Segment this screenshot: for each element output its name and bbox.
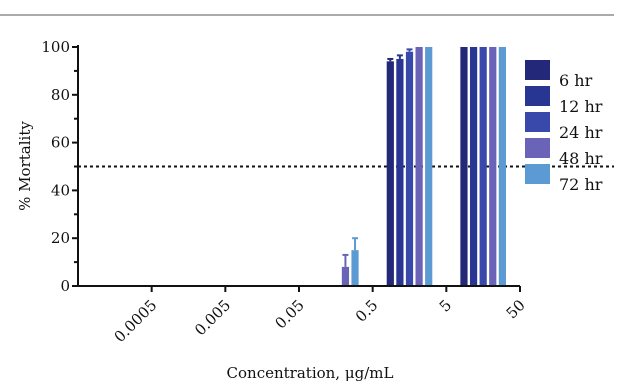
x-tick-label-50: 50	[503, 296, 529, 322]
legend: 6 hr 12 hr 24 hr 48 hr 72 hr	[525, 60, 603, 194]
legend-swatch-48hr	[525, 138, 550, 158]
legend-swatch-72hr	[525, 164, 550, 184]
bar-12hr-5	[396, 58, 404, 287]
y-tick-label-20: 20	[51, 229, 70, 247]
bar-72hr-0.5	[351, 250, 359, 286]
bar-12hr-50	[469, 47, 478, 286]
x-axis-title: Concentration, μg/mL	[227, 364, 394, 382]
x-tick-label-0.05: 0.05	[271, 296, 307, 332]
bar-48hr-0.5	[341, 266, 350, 286]
legend-label-48hr: 48 hr	[559, 149, 603, 168]
legend-label-12hr: 12 hr	[559, 97, 603, 116]
legend-label-72hr: 72 hr	[559, 175, 603, 194]
bar-72hr-50	[498, 47, 506, 286]
y-tick-label-0: 0	[60, 277, 70, 295]
bar-48hr-5	[415, 47, 423, 286]
legend-label-24hr: 24 hr	[559, 123, 603, 142]
bar-24hr-50	[479, 47, 487, 286]
legend-swatch-6hr	[525, 60, 550, 80]
legend-label-6hr: 6 hr	[559, 71, 593, 90]
x-tick-label-0.005: 0.005	[191, 296, 234, 339]
bar-48hr-50	[489, 47, 497, 286]
y-tick-label-100: 100	[41, 38, 70, 56]
legend-swatch-24hr	[525, 112, 550, 132]
bar-6hr-5	[386, 61, 394, 287]
y-axis-title: % Mortality	[16, 121, 34, 211]
y-tick-label-80: 80	[51, 86, 70, 104]
bar-72hr-5	[425, 47, 433, 286]
bar-24hr-5	[405, 51, 414, 286]
x-tick-label-5: 5	[436, 296, 455, 315]
x-tick-label-0.5: 0.5	[352, 296, 382, 326]
y-tick-label-60: 60	[51, 134, 70, 152]
x-tick-label-0.0005: 0.0005	[111, 296, 161, 346]
plot-area: 0 20 40 60 80 100 0.0005 0.005 0.05 0.5 5 50	[41, 38, 614, 346]
bar-6hr-50	[460, 47, 468, 286]
legend-swatch-12hr	[525, 86, 550, 106]
y-tick-label-40: 40	[51, 181, 70, 199]
